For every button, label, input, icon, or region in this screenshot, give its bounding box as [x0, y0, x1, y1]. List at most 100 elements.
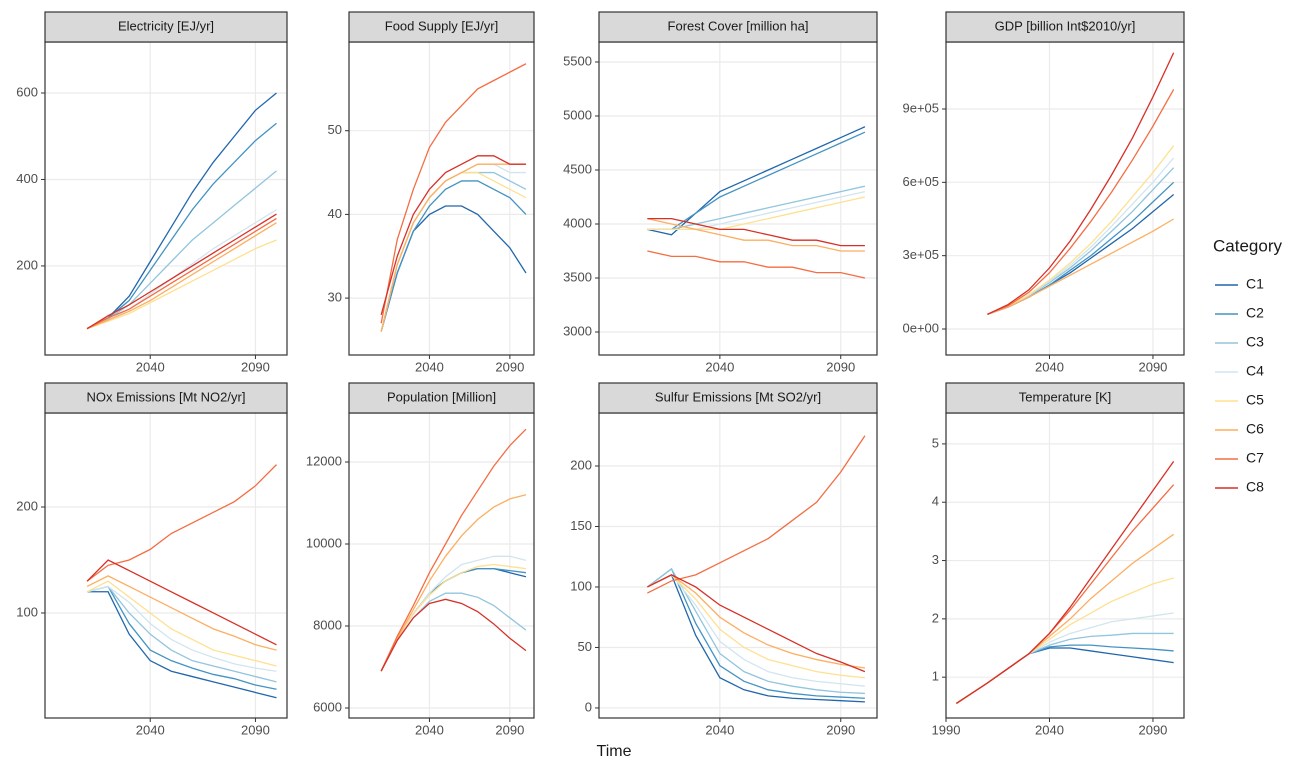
series-line — [380, 155, 526, 316]
series-line — [380, 63, 527, 324]
series-line — [647, 217, 865, 247]
series-line — [86, 585, 277, 690]
y-tick-label: 2 — [932, 610, 939, 625]
y-tick-label: 12000 — [306, 453, 342, 468]
series-line — [86, 575, 277, 651]
y-tick-label: 40 — [328, 206, 342, 221]
legend-title: Category — [1213, 236, 1282, 255]
series-line — [86, 122, 277, 330]
strip — [348, 382, 535, 414]
y-tick-label: 0e+00 — [902, 320, 939, 335]
y-tick-label: 200 — [16, 498, 38, 513]
panel-background — [599, 42, 877, 355]
y-tick-label: 3 — [932, 552, 939, 567]
y-tick-label: 0 — [585, 699, 592, 714]
series-line — [987, 89, 1175, 315]
panel-title: Electricity [EJ/yr] — [118, 18, 214, 33]
series-line — [647, 217, 865, 252]
series-line — [86, 585, 277, 683]
legend-label: C2 — [1246, 305, 1264, 321]
x-tick-label: 2090 — [1138, 722, 1167, 737]
y-tick-label: 100 — [570, 578, 592, 593]
x-tick-label: 2090 — [826, 722, 855, 737]
y-tick-label: 150 — [570, 518, 592, 533]
y-tick-label: 4000 — [563, 215, 592, 230]
series-line — [647, 250, 866, 279]
strip — [44, 11, 288, 43]
y-tick-label: 30 — [328, 290, 342, 305]
panel-title: NOx Emissions [Mt NO2/yr] — [87, 389, 246, 404]
x-tick-label: 2090 — [1138, 359, 1167, 374]
series-line — [380, 163, 526, 332]
legend-label: C5 — [1246, 392, 1264, 408]
series-line — [86, 222, 277, 330]
y-tick-label: 6e+05 — [902, 174, 939, 189]
y-tick-label: 10000 — [306, 535, 342, 550]
x-tick-label: 2040 — [136, 722, 165, 737]
panel-title: Temperature [K] — [1019, 389, 1112, 404]
series-line — [647, 574, 865, 679]
series-line — [646, 567, 865, 699]
x-tick-label: 2040 — [415, 359, 444, 374]
series-line — [380, 598, 527, 672]
x-tick-label: 2090 — [826, 359, 855, 374]
panel-background — [599, 413, 877, 718]
y-tick-label: 200 — [570, 457, 592, 472]
x-tick-label: 2040 — [415, 722, 444, 737]
panel-background — [45, 413, 287, 718]
strip — [598, 11, 878, 43]
series-line — [86, 170, 277, 330]
strip — [945, 11, 1185, 43]
y-tick-label: 200 — [16, 257, 38, 272]
y-tick-label: 6000 — [313, 699, 342, 714]
panel-title: Forest Cover [million ha] — [668, 18, 809, 33]
x-tick-label: 2040 — [705, 722, 734, 737]
y-tick-label: 4 — [932, 494, 939, 509]
series-line — [86, 559, 277, 646]
series-line — [380, 428, 527, 672]
x-tick-label: 2090 — [495, 359, 524, 374]
y-tick-label: 3500 — [563, 269, 592, 284]
x-tick-label: 2040 — [1035, 722, 1064, 737]
x-axis-label: Time — [597, 743, 632, 760]
series-line — [86, 239, 277, 330]
panel-background — [349, 42, 534, 355]
series-line — [647, 573, 865, 703]
panel-background — [946, 42, 1184, 355]
series-line — [647, 196, 866, 231]
series-line — [647, 126, 866, 236]
y-tick-label: 100 — [16, 604, 38, 619]
y-tick-label: 50 — [328, 122, 342, 137]
series-line — [86, 92, 277, 330]
series-line — [380, 563, 527, 672]
series-line — [86, 464, 277, 582]
series-line — [380, 180, 527, 332]
strip — [348, 11, 535, 43]
y-tick-label: 3e+05 — [902, 247, 939, 262]
y-tick-label: 50 — [578, 639, 592, 654]
x-tick-label: 2040 — [136, 359, 165, 374]
y-tick-label: 5000 — [563, 107, 592, 122]
strip — [598, 382, 878, 414]
panel-title: Food Supply [EJ/yr] — [385, 18, 498, 33]
panel-title: Sulfur Emissions [Mt SO2/yr] — [655, 389, 821, 404]
x-tick-label: 2090 — [241, 359, 270, 374]
series-line — [987, 145, 1175, 315]
y-tick-label: 5500 — [563, 53, 592, 68]
legend-label: C3 — [1246, 334, 1264, 350]
legend-label: C1 — [1246, 276, 1264, 292]
panel-title: Population [Million] — [387, 389, 496, 404]
series-line — [380, 494, 527, 672]
legend-label: C6 — [1246, 421, 1264, 437]
series-line — [86, 217, 277, 330]
legend-label: C7 — [1246, 450, 1264, 466]
series-line — [87, 591, 277, 699]
series-line — [86, 209, 277, 330]
series-line — [955, 461, 1175, 704]
strip — [945, 382, 1185, 414]
series-line — [647, 435, 866, 594]
y-tick-label: 5 — [932, 435, 939, 450]
panel-title: GDP [billion Int$2010/yr] — [995, 18, 1136, 33]
x-tick-label: 2040 — [1035, 359, 1064, 374]
